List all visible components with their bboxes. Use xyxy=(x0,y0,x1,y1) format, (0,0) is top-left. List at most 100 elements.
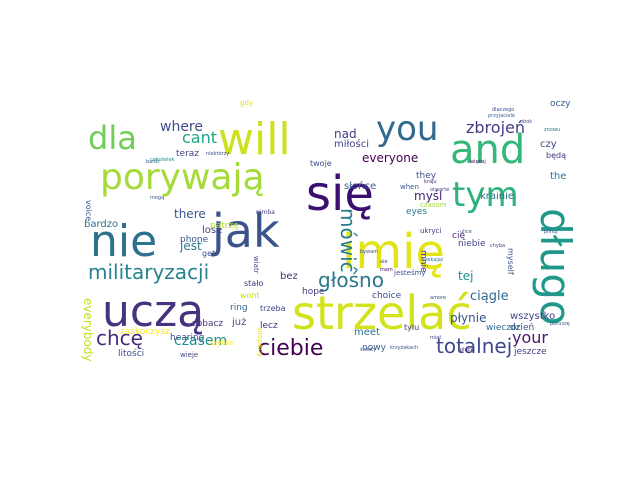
word-czasem: czasem xyxy=(174,333,228,349)
word-strzelac: strzelać xyxy=(292,286,472,340)
word-there: there xyxy=(174,207,206,221)
word-wont: wont xyxy=(240,291,260,300)
word-plynie: płynie xyxy=(450,311,487,325)
word-pilnuj: pilnuj xyxy=(544,229,558,235)
word-nie: nie xyxy=(90,216,158,267)
word-when: when xyxy=(400,183,419,191)
word-everyone: everyone xyxy=(362,151,419,165)
word-chyba: chyba xyxy=(490,243,506,249)
word-krainie: krainie xyxy=(480,191,515,202)
word-your: your xyxy=(512,328,548,347)
word-totalnej: totalnej xyxy=(436,334,513,358)
word-dlugo: długo xyxy=(531,208,580,326)
word-properly: properly xyxy=(256,328,264,358)
word-czekajac: czekając xyxy=(422,257,444,263)
word-dlaczego: dlaczego xyxy=(492,107,515,113)
word-chce: chcę xyxy=(96,326,143,350)
word-porywaja: porywają xyxy=(100,157,265,198)
word-porusze: poruszę xyxy=(550,321,570,327)
word-jak: jak xyxy=(212,204,280,258)
word-zaskoczysz: zaskoczysz xyxy=(120,327,170,337)
word-hearing: hearing xyxy=(170,333,205,343)
word-mam: mam xyxy=(380,267,393,273)
word-bardzo: bardzo xyxy=(84,219,119,230)
word-choice: choice xyxy=(372,291,402,301)
word-glosno: głośno xyxy=(318,268,384,292)
word-imie: imię xyxy=(342,224,445,280)
word-cloud: się imię strzelać uczą nie jak will and … xyxy=(80,99,580,368)
word-nimba: nimba xyxy=(256,209,275,216)
word-milosci: miłości xyxy=(334,139,369,150)
word-niektorzy: niektórzy xyxy=(206,151,230,157)
word-swiety: świety xyxy=(360,347,377,353)
word-oczy: oczy xyxy=(550,99,571,109)
word-dla: dla xyxy=(88,119,137,157)
word-mial: miał xyxy=(430,335,441,341)
word-teraz: teraz xyxy=(176,149,200,159)
word-znowu: znowu xyxy=(544,127,561,133)
word-cokolwiek: cokolwiek xyxy=(150,157,175,163)
word-lose: lose xyxy=(202,225,223,236)
word-will: will xyxy=(218,114,291,165)
word-mowic: mówić xyxy=(336,208,360,273)
word-phone: phone xyxy=(180,235,209,245)
word-kraju: kraju xyxy=(424,179,437,185)
word-ciagle: ciągle xyxy=(470,289,509,304)
word-jeszcze: jeszcze xyxy=(514,347,547,357)
word-obok: obok xyxy=(520,119,533,125)
word-zbrojen: zbrojeń xyxy=(466,118,525,137)
word-and: and xyxy=(450,127,526,173)
word-krzyzakach: krzyżakach xyxy=(390,345,419,351)
word-the: the xyxy=(550,171,567,182)
word-myself: myself xyxy=(506,248,515,275)
word-tej: tej xyxy=(458,269,474,283)
word-bywam: bywam xyxy=(360,249,379,255)
word-patrze: patrzę xyxy=(210,221,239,231)
word-czy: czy xyxy=(540,139,557,150)
word-hope: hope xyxy=(302,287,325,297)
word-czasom: czasom xyxy=(420,201,447,209)
word-you: you xyxy=(376,109,439,149)
word-juz: już xyxy=(232,317,247,328)
word-ciebie: ciebie xyxy=(258,336,324,361)
word-ale: ale xyxy=(380,259,388,265)
word-ring: ring xyxy=(230,303,248,313)
word-ulice: ulice xyxy=(460,229,472,235)
word-litosci: litości xyxy=(118,349,145,359)
word-niebie: niebie xyxy=(458,239,486,249)
word-they: they xyxy=(416,171,437,181)
word-wiatr: wiatr xyxy=(252,256,260,274)
word-get: get xyxy=(202,249,216,258)
word-trzeba: trzeba xyxy=(260,304,286,313)
word-voice: voice xyxy=(84,200,93,222)
word-jest: jest xyxy=(180,239,202,253)
word-tym: tym xyxy=(452,175,519,215)
word-jestesmy: jesteśmy xyxy=(394,269,426,277)
word-moga: mogą xyxy=(150,195,165,201)
word-banki: bańki xyxy=(146,159,160,165)
word-wieje: wieje xyxy=(180,351,199,359)
word-gdy: gdy xyxy=(240,99,254,107)
word-lecz: lecz xyxy=(260,321,278,331)
word-sie: się xyxy=(306,166,374,222)
word-eyes: eyes xyxy=(406,207,428,217)
word-amore: amore xyxy=(430,295,447,301)
word-cant: cant xyxy=(182,128,218,147)
word-tylu: tylu xyxy=(404,323,420,332)
word-przyjaciele: przyjaciele xyxy=(488,113,515,119)
word-twoje: twoje xyxy=(310,159,332,168)
word-stalo: stało xyxy=(244,279,264,288)
word-nowy: nowy xyxy=(362,343,386,353)
word-where: where xyxy=(160,119,203,135)
word-cie: cię xyxy=(452,231,465,241)
word-slonce: słońce xyxy=(344,181,377,192)
word-wiecej: więcej xyxy=(470,159,486,165)
word-szybko: szybko xyxy=(210,339,234,347)
word-otwarte: otwarte xyxy=(430,187,450,193)
word-ucza: uczą xyxy=(102,286,205,337)
word-everybody: everybody xyxy=(81,298,95,362)
word-dzien: dzień xyxy=(510,323,535,333)
word-militaryzacji: militaryzacji xyxy=(88,260,210,284)
word-ukryci: ukryci xyxy=(420,227,442,235)
word-wszystko: wszystko xyxy=(510,311,556,322)
